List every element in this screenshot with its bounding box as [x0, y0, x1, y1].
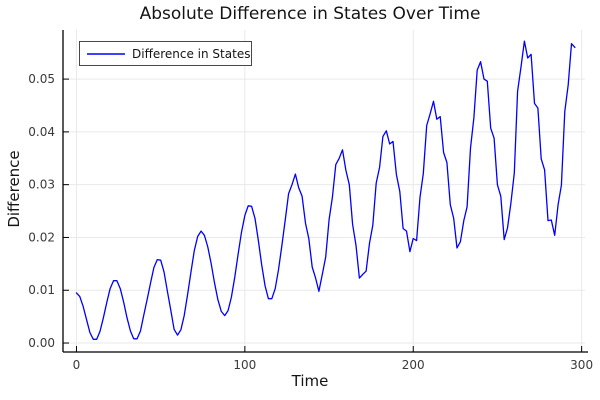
legend-line-sample — [87, 52, 125, 55]
y-axis-label: Difference — [5, 150, 23, 228]
y-tick-label: 0.04 — [28, 125, 55, 139]
chart-title: Absolute Difference in States Over Time — [139, 4, 481, 24]
y-tick-label: 0.00 — [28, 336, 55, 350]
y-tick-label: 0.05 — [28, 72, 55, 86]
y-tick-label: 0.02 — [28, 230, 55, 244]
x-tick-label: 300 — [570, 358, 593, 372]
y-tick-label: 0.03 — [28, 178, 55, 192]
legend-label: Difference in States — [132, 46, 251, 61]
legend: Difference in States — [79, 41, 252, 66]
y-tick-label: 0.01 — [28, 283, 55, 297]
x-tick-label: 0 — [73, 358, 81, 372]
difference-line-series — [75, 40, 576, 340]
x-axis-label: Time — [291, 372, 329, 390]
x-tick-label: 200 — [402, 358, 425, 372]
x-tick-label: 100 — [233, 358, 256, 372]
